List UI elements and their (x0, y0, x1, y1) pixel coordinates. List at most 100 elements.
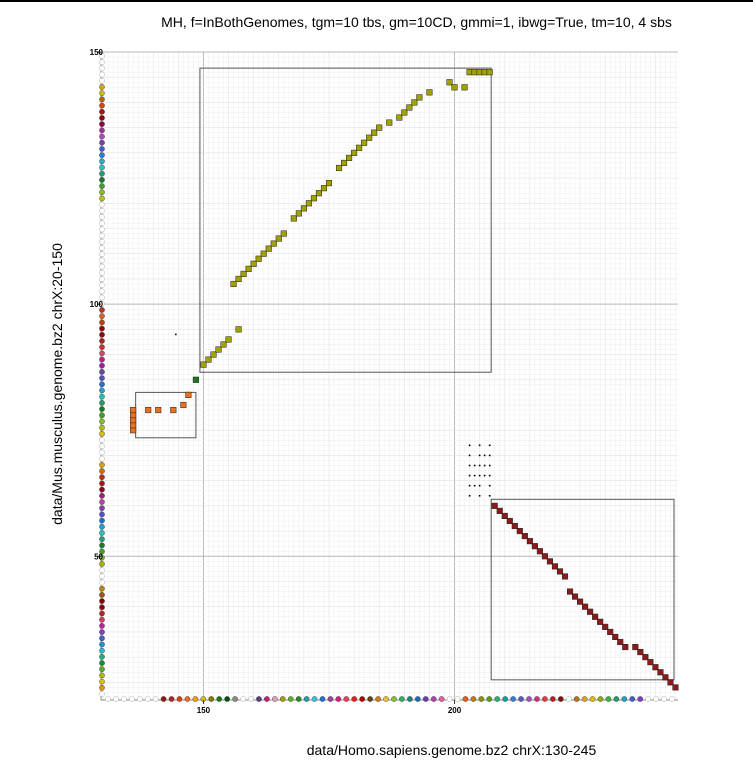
y-axis-strip-dot (99, 418, 105, 425)
x-axis-label: data/Homo.sapiens.genome.bz2 chrX:130-24… (306, 742, 597, 758)
data-point (612, 633, 619, 641)
x-axis-strip-dot (542, 696, 548, 702)
x-axis-strip-dot (232, 696, 238, 702)
y-axis-strip-dot (99, 263, 105, 270)
data-point (250, 260, 257, 267)
data-point (478, 494, 481, 497)
y-axis-strip-dot (99, 338, 105, 344)
y-axis-strip-dot (99, 375, 105, 381)
y-axis-strip-dot (99, 319, 105, 326)
x-axis-strip-dot (311, 696, 318, 702)
data-point (210, 351, 217, 358)
y-axis-strip-dot (99, 548, 105, 555)
synteny-box (490, 498, 675, 681)
x-axis-strip-dot (327, 696, 334, 702)
y-axis-strip-dot (99, 96, 105, 103)
data-point (305, 200, 312, 207)
y-tick-label: 100 (90, 300, 104, 309)
data-point (652, 664, 659, 671)
x-axis-strip-dot (613, 696, 620, 702)
x-tick-label: 150 (197, 706, 211, 715)
y-axis-strip-dot (99, 567, 105, 573)
data-point (235, 326, 242, 333)
x-axis-strip-dot (105, 696, 111, 702)
x-axis-strip-dot (144, 696, 151, 702)
data-point (426, 89, 433, 96)
x-axis-strip-dot (351, 696, 358, 702)
data-point (501, 512, 508, 519)
data-point (396, 114, 403, 121)
data-point (551, 563, 559, 570)
y-axis-strip-dot (99, 629, 105, 635)
y-axis-strip-dot (99, 152, 105, 158)
x-axis-strip-dot (534, 696, 540, 702)
x-axis-strip-dot (176, 696, 183, 702)
y-axis-strip-dot (99, 288, 105, 295)
y-axis-strip-dot (99, 170, 105, 177)
y-axis-strip-dot (99, 220, 105, 227)
y-axis-strip-dot (99, 536, 105, 542)
y-axis-strip-dot (99, 530, 105, 536)
data-point (657, 669, 664, 676)
data-point (361, 139, 368, 146)
data-point (130, 417, 137, 424)
y-axis-strip-dot (99, 77, 105, 84)
y-axis-strip-dot (99, 499, 105, 505)
data-point (488, 494, 491, 497)
y-axis-strip-dot (99, 406, 105, 412)
x-axis-strip-dot (462, 696, 469, 702)
data-point (632, 644, 639, 651)
data-point (541, 553, 548, 560)
data-point (488, 464, 491, 467)
data-point (476, 69, 483, 76)
data-point (175, 333, 177, 336)
data-point (483, 454, 486, 457)
y-axis-strip-dot (99, 195, 105, 202)
data-point (572, 593, 579, 600)
y-axis-strip-dot (99, 480, 105, 487)
data-point (192, 376, 199, 383)
data-point (265, 245, 272, 252)
data-point (255, 255, 262, 262)
y-axis-strip-dot (99, 691, 105, 697)
y-axis-strip-dot (99, 424, 105, 431)
grid-lines (101, 51, 678, 700)
data-point (280, 230, 287, 237)
top-border-line (0, 0, 753, 2)
x-axis-strip-dot (399, 696, 405, 702)
x-axis-strip-dot (645, 696, 651, 702)
data-point (295, 210, 302, 217)
y-axis-strip-dot (99, 542, 105, 549)
data-point (235, 275, 242, 282)
y-axis-strip-dot (99, 437, 105, 443)
y-axis-strip-dot (99, 201, 105, 208)
y-axis-strip-dot (99, 53, 105, 59)
x-axis-strip-dot (557, 696, 564, 702)
data-point (290, 215, 297, 222)
x-axis-strip-dot (446, 696, 453, 702)
data-point (130, 412, 137, 419)
x-axis-strip-dot (287, 696, 294, 702)
y-axis-strip-dot (99, 449, 105, 456)
y-axis-strip-dot (99, 214, 105, 220)
data-point (597, 618, 604, 625)
y-axis-strip-dot (99, 146, 105, 152)
y-axis-strip-dot (99, 641, 105, 648)
data-point (356, 144, 363, 151)
x-axis-strip-dot (359, 696, 365, 702)
x-axis-strip-dot (629, 696, 636, 702)
y-axis-strip-dot (99, 647, 105, 654)
x-axis-strip-dot (121, 696, 127, 702)
y-axis-strip-dot (99, 282, 105, 288)
y-axis-strip-dot (99, 226, 105, 233)
y-axis-strip-dot (99, 431, 105, 437)
x-axis-strip-dot (653, 696, 659, 702)
x-axis-strip-dot (303, 696, 310, 702)
data-point (300, 205, 307, 212)
x-axis-strip-dot (367, 696, 373, 702)
x-axis-strip-dot (256, 696, 262, 702)
data-point (215, 346, 222, 353)
data-point (468, 444, 471, 447)
y-axis-strip-dot (99, 585, 105, 592)
